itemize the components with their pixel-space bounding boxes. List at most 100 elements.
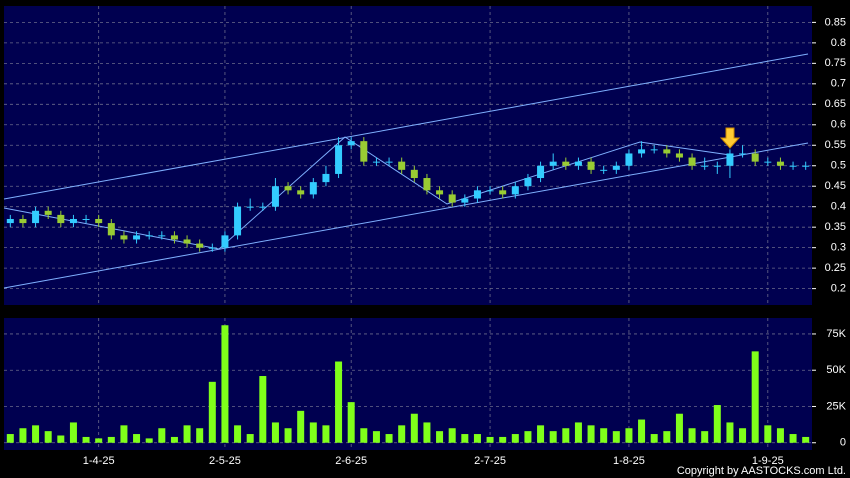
volume-bar xyxy=(372,431,380,443)
candle-body xyxy=(499,190,507,195)
y-tick-label: 0.75 xyxy=(825,57,846,69)
volume-bar xyxy=(650,434,658,443)
x-tick-label: 1-9-25 xyxy=(752,455,784,467)
candle-body xyxy=(82,218,90,220)
volume-bar xyxy=(511,434,519,443)
volume-bar xyxy=(713,405,721,443)
y-tick-label: 0.4 xyxy=(831,201,846,213)
volume-bar xyxy=(764,425,772,443)
volume-bar xyxy=(208,381,216,443)
candle-body xyxy=(473,190,481,199)
candle-body xyxy=(44,210,52,215)
x-tick-label: 2-5-25 xyxy=(209,455,241,467)
volume-bar xyxy=(612,431,620,443)
volume-bar xyxy=(158,428,166,443)
volume-bar xyxy=(44,431,52,443)
y-tick-label: 75K xyxy=(826,328,846,340)
candle-body xyxy=(776,161,784,166)
y-tick-label: 0.2 xyxy=(831,283,846,295)
candle-body xyxy=(335,145,343,174)
y-tick-label: 0.7 xyxy=(831,78,846,90)
volume-bar xyxy=(19,428,27,443)
candle-body xyxy=(562,161,570,166)
volume-bar xyxy=(524,431,532,443)
candle-body xyxy=(625,153,633,166)
candle-body xyxy=(95,218,103,224)
candle-body xyxy=(600,169,608,171)
candle-body xyxy=(385,161,393,163)
copyright: Copyright by AASTOCKS.com Ltd. xyxy=(677,465,846,477)
volume-bar xyxy=(549,431,557,443)
volume-bar xyxy=(448,428,456,443)
volume-bar xyxy=(688,428,696,443)
candle-body xyxy=(208,247,216,249)
candle-body xyxy=(57,214,65,224)
candle-body xyxy=(259,206,267,208)
candle-body xyxy=(297,190,305,195)
candle-body xyxy=(663,149,671,154)
y-tick-label: 0.6 xyxy=(831,119,846,131)
volume-bar xyxy=(638,419,646,443)
candle-body xyxy=(322,173,330,183)
volume-bar xyxy=(499,436,507,443)
y-tick-label: 0.85 xyxy=(825,16,846,28)
candle-body xyxy=(234,206,242,236)
volume-bar xyxy=(776,428,784,443)
y-tick-label: 0.25 xyxy=(825,262,846,274)
volume-bar xyxy=(423,422,431,443)
candle-body xyxy=(448,194,456,203)
volume-bar xyxy=(385,434,393,443)
candle-body xyxy=(6,218,14,224)
volume-bar xyxy=(726,422,734,443)
x-tick-label: 2-7-25 xyxy=(474,455,506,467)
candle-body xyxy=(701,165,709,167)
candle-body xyxy=(309,182,317,195)
volume-bar xyxy=(271,422,279,443)
volume-bar xyxy=(360,428,368,443)
candle-body xyxy=(410,169,418,179)
volume-bar xyxy=(284,428,292,443)
candle-body xyxy=(436,190,444,195)
volume-bar xyxy=(751,351,759,443)
volume-bar xyxy=(297,410,305,443)
volume-bar xyxy=(69,422,77,443)
y-tick-label: 0.3 xyxy=(831,242,846,254)
candle-body xyxy=(524,178,532,187)
y-tick-label: 0.8 xyxy=(831,37,846,49)
volume-bar xyxy=(663,431,671,443)
candle-body xyxy=(145,235,153,237)
volume-bar xyxy=(196,428,204,443)
volume-bar xyxy=(436,431,444,443)
volume-bar xyxy=(145,438,153,443)
x-tick-label: 1-4-25 xyxy=(83,455,115,467)
volume-bar xyxy=(57,435,65,443)
candle-body xyxy=(170,235,178,240)
candle-body xyxy=(650,149,658,151)
trend-lines xyxy=(3,53,809,289)
candle-body xyxy=(549,161,557,166)
volume-bar xyxy=(82,436,90,443)
candle-body xyxy=(739,153,747,155)
volume-bar xyxy=(234,425,242,443)
volume-bar xyxy=(789,434,797,443)
candle-body xyxy=(587,161,595,170)
candle-body xyxy=(69,218,77,224)
candle-body xyxy=(638,149,646,154)
candle-body xyxy=(574,161,582,166)
candle-body xyxy=(764,161,772,163)
candle-body xyxy=(726,153,734,166)
y-tick-label: 0 xyxy=(840,437,846,449)
candle-body xyxy=(537,165,545,179)
candle-body xyxy=(486,190,494,192)
volume-bar xyxy=(259,376,267,443)
candle-body xyxy=(511,186,519,195)
volume-bar xyxy=(537,425,545,443)
candle-body xyxy=(372,161,380,163)
volume-bar xyxy=(410,413,418,443)
volume-bar xyxy=(675,413,683,443)
y-tick-label: 0.65 xyxy=(825,98,846,110)
y-tick-label: 0.45 xyxy=(825,180,846,192)
candle-body xyxy=(107,223,115,236)
